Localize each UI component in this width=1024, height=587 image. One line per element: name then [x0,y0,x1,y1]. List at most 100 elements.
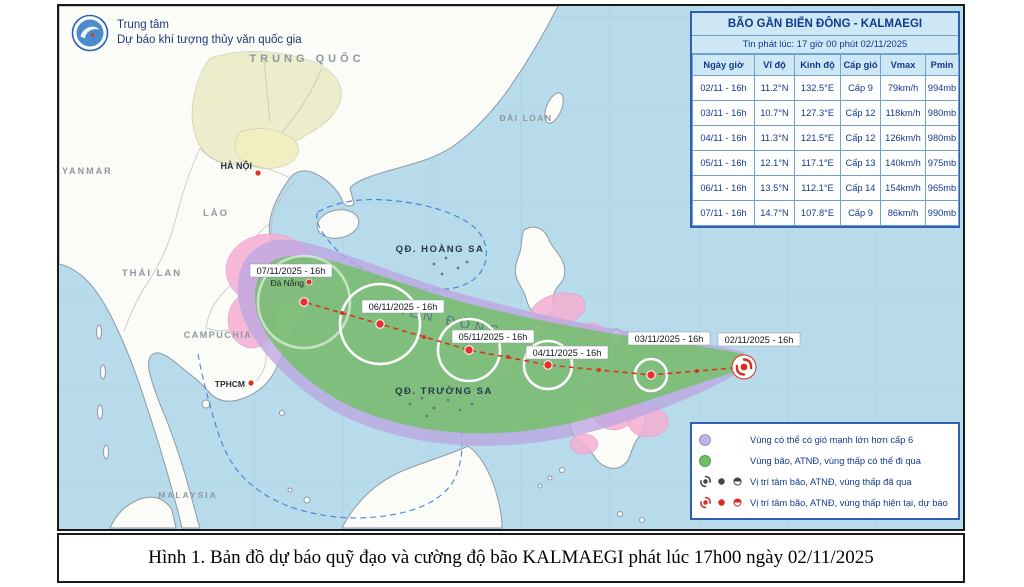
malaysia-label: MALAYSIA [158,490,218,500]
thailand-label: THÁI LAN [122,268,182,279]
svg-text:05/11/2025 - 16h: 05/11/2025 - 16h [459,332,528,342]
archipelagos [408,256,474,418]
cell: 14.7°N [754,200,795,226]
myanmar-label: YANMAR [62,166,113,176]
hanoi-label: HÀ NỘI [221,160,253,171]
cell: 07/11 - 16h [692,200,755,226]
cell: Cấp 9 [840,200,881,226]
table-row: 02/11 - 16h 11.2°N 132.5°E Cấp 9 79km/h … [692,75,959,101]
cell: Cấp 12 [840,100,881,126]
cell: 975mb [925,150,959,176]
storm-info-panel: BÃO GẦN BIỂN ĐÔNG - KALMAEGI Tin phát lú… [690,11,960,228]
storm-table-issued: Tin phát lúc: 17 giờ 00 phút 02/11/2025 [692,36,958,54]
legend-item-storm-area: Vùng bão, ATNĐ, vùng thấp có thể đi qua [699,450,951,471]
cambodia-label: CAMPUCHIA [184,330,253,340]
cell: 12.1°N [754,150,795,176]
figure-caption: Hình 1. Bản đồ dự báo quỹ đạo và cường đ… [57,533,965,583]
cell: 965mb [925,175,959,201]
cell: 02/11 - 16h [692,75,755,101]
cell: 112.1°E [794,175,841,201]
cell: 132.5°E [794,75,841,101]
col-header: Vmax [880,54,926,76]
truong-sa-label: QĐ. TRƯỜNG SA [395,385,493,397]
svg-text:06/11/2025 - 16h: 06/11/2025 - 16h [369,302,438,312]
storm-table-title: BÃO GẦN BIỂN ĐÔNG - KALMAEGI [692,13,958,36]
table-row: 06/11 - 16h 13.5°N 112.1°E Cấp 14 154km/… [692,175,959,201]
cell: 117.1°E [794,150,841,176]
low-icon [733,477,742,486]
cell: Cấp 14 [840,175,881,201]
hainan-island [316,209,360,239]
nchmf-logo [71,14,109,52]
taiwan-island [544,92,564,124]
track-label: 05/11/2025 - 16h [451,329,535,344]
map-legend: Vùng có thể có gió mạnh lớn hơn cấp 6 Vù… [690,422,960,520]
forecast-uncertainty-circles [256,254,669,393]
depression-icon [718,478,725,485]
cell: 107.8°E [794,200,841,226]
svg-text:07/11/2025 - 16h: 07/11/2025 - 16h [257,266,326,276]
hcmc-label: TPHCM [215,379,245,389]
cell: 118km/h [880,100,926,126]
storm-track [299,297,757,380]
col-header: Pmin [925,54,959,76]
china-label: TRUNG QUỐC [249,51,364,65]
agency-header: Trung tâm Dự báo khí tượng thủy văn quốc… [71,14,302,52]
cell: 03/11 - 16h [692,100,755,126]
agency-name-line1: Trung tâm [117,19,169,31]
track-label: 03/11/2025 - 16h [627,331,711,346]
purple-area-swatch [699,433,711,446]
phu-quoc-island [201,399,211,409]
laos-label: LÀO [203,208,229,219]
svg-text:04/11/2025 - 16h: 04/11/2025 - 16h [533,348,602,358]
legend-item-current-position: Vị trí tâm bão, ATNĐ, vùng thấp hiện tại… [699,492,951,513]
col-header: Kinh độ [794,54,841,76]
cell: 86km/h [880,200,926,226]
table-row: 07/11 - 16h 14.7°N 107.8°E Cấp 9 86km/h … [692,200,959,226]
track-label: 07/11/2025 - 16h [249,263,333,278]
cell: Cấp 12 [840,125,881,151]
track-label: 04/11/2025 - 16h [525,345,609,360]
cell: 04/11 - 16h [692,125,755,151]
forecast-map: QĐ. HOÀNG SA QĐ. TRƯỜNG SA BIỂN ĐÔNG [57,4,965,531]
cell: 990mb [925,200,959,226]
cell: 154km/h [880,175,926,201]
intermediate-track-dots [340,311,699,373]
landmasses [59,6,646,529]
track-label: 06/11/2025 - 16h [361,299,445,314]
cell: 980mb [925,100,959,126]
typhoon-icon [699,496,712,509]
forecast-position-dots [299,297,656,380]
hoang-sa-label: QĐ. HOÀNG SA [396,244,485,255]
table-header-row: Ngày giờ Vĩ độ Kinh độ Cấp gió Vmax Pmin [692,54,959,76]
depression-icon [718,499,725,506]
con-dao-island [279,410,285,416]
cell: 79km/h [880,75,926,101]
low-icon [733,498,742,507]
table-row: 05/11 - 16h 12.1°N 117.1°E Cấp 13 140km/… [692,150,959,176]
storm-forecast-table: Ngày giờ Vĩ độ Kinh độ Cấp gió Vmax Pmin… [692,54,959,226]
col-header: Vĩ độ [754,54,795,76]
cell: Cấp 9 [840,75,881,101]
danang-dot [305,278,313,286]
cell: 11.3°N [754,125,795,151]
svg-text:02/11/2025 - 16h: 02/11/2025 - 16h [725,335,794,345]
cities: HÀ NỘI Đà Nẵng TPHCM [215,160,313,389]
north-vietnam-tint [234,128,299,169]
cell: 126km/h [880,125,926,151]
svg-text:03/11/2025 - 16h: 03/11/2025 - 16h [635,334,704,344]
track-label: 02/11/2025 - 16h [717,332,801,347]
col-header: Ngày giờ [692,54,755,76]
hcmc-dot [247,379,255,387]
col-header: Cấp gió [840,54,881,76]
hanoi-dot [254,169,262,177]
cell: 140km/h [880,150,926,176]
cell: 11.2°N [754,75,795,101]
typhoon-icon [699,475,712,488]
sumatra-island [109,496,177,529]
cell: 13.5°N [754,175,795,201]
cell: 980mb [925,125,959,151]
cell: Cấp 13 [840,150,881,176]
taiwan-label: ĐÀI LOAN [499,113,552,123]
cell: 06/11 - 16h [692,175,755,201]
